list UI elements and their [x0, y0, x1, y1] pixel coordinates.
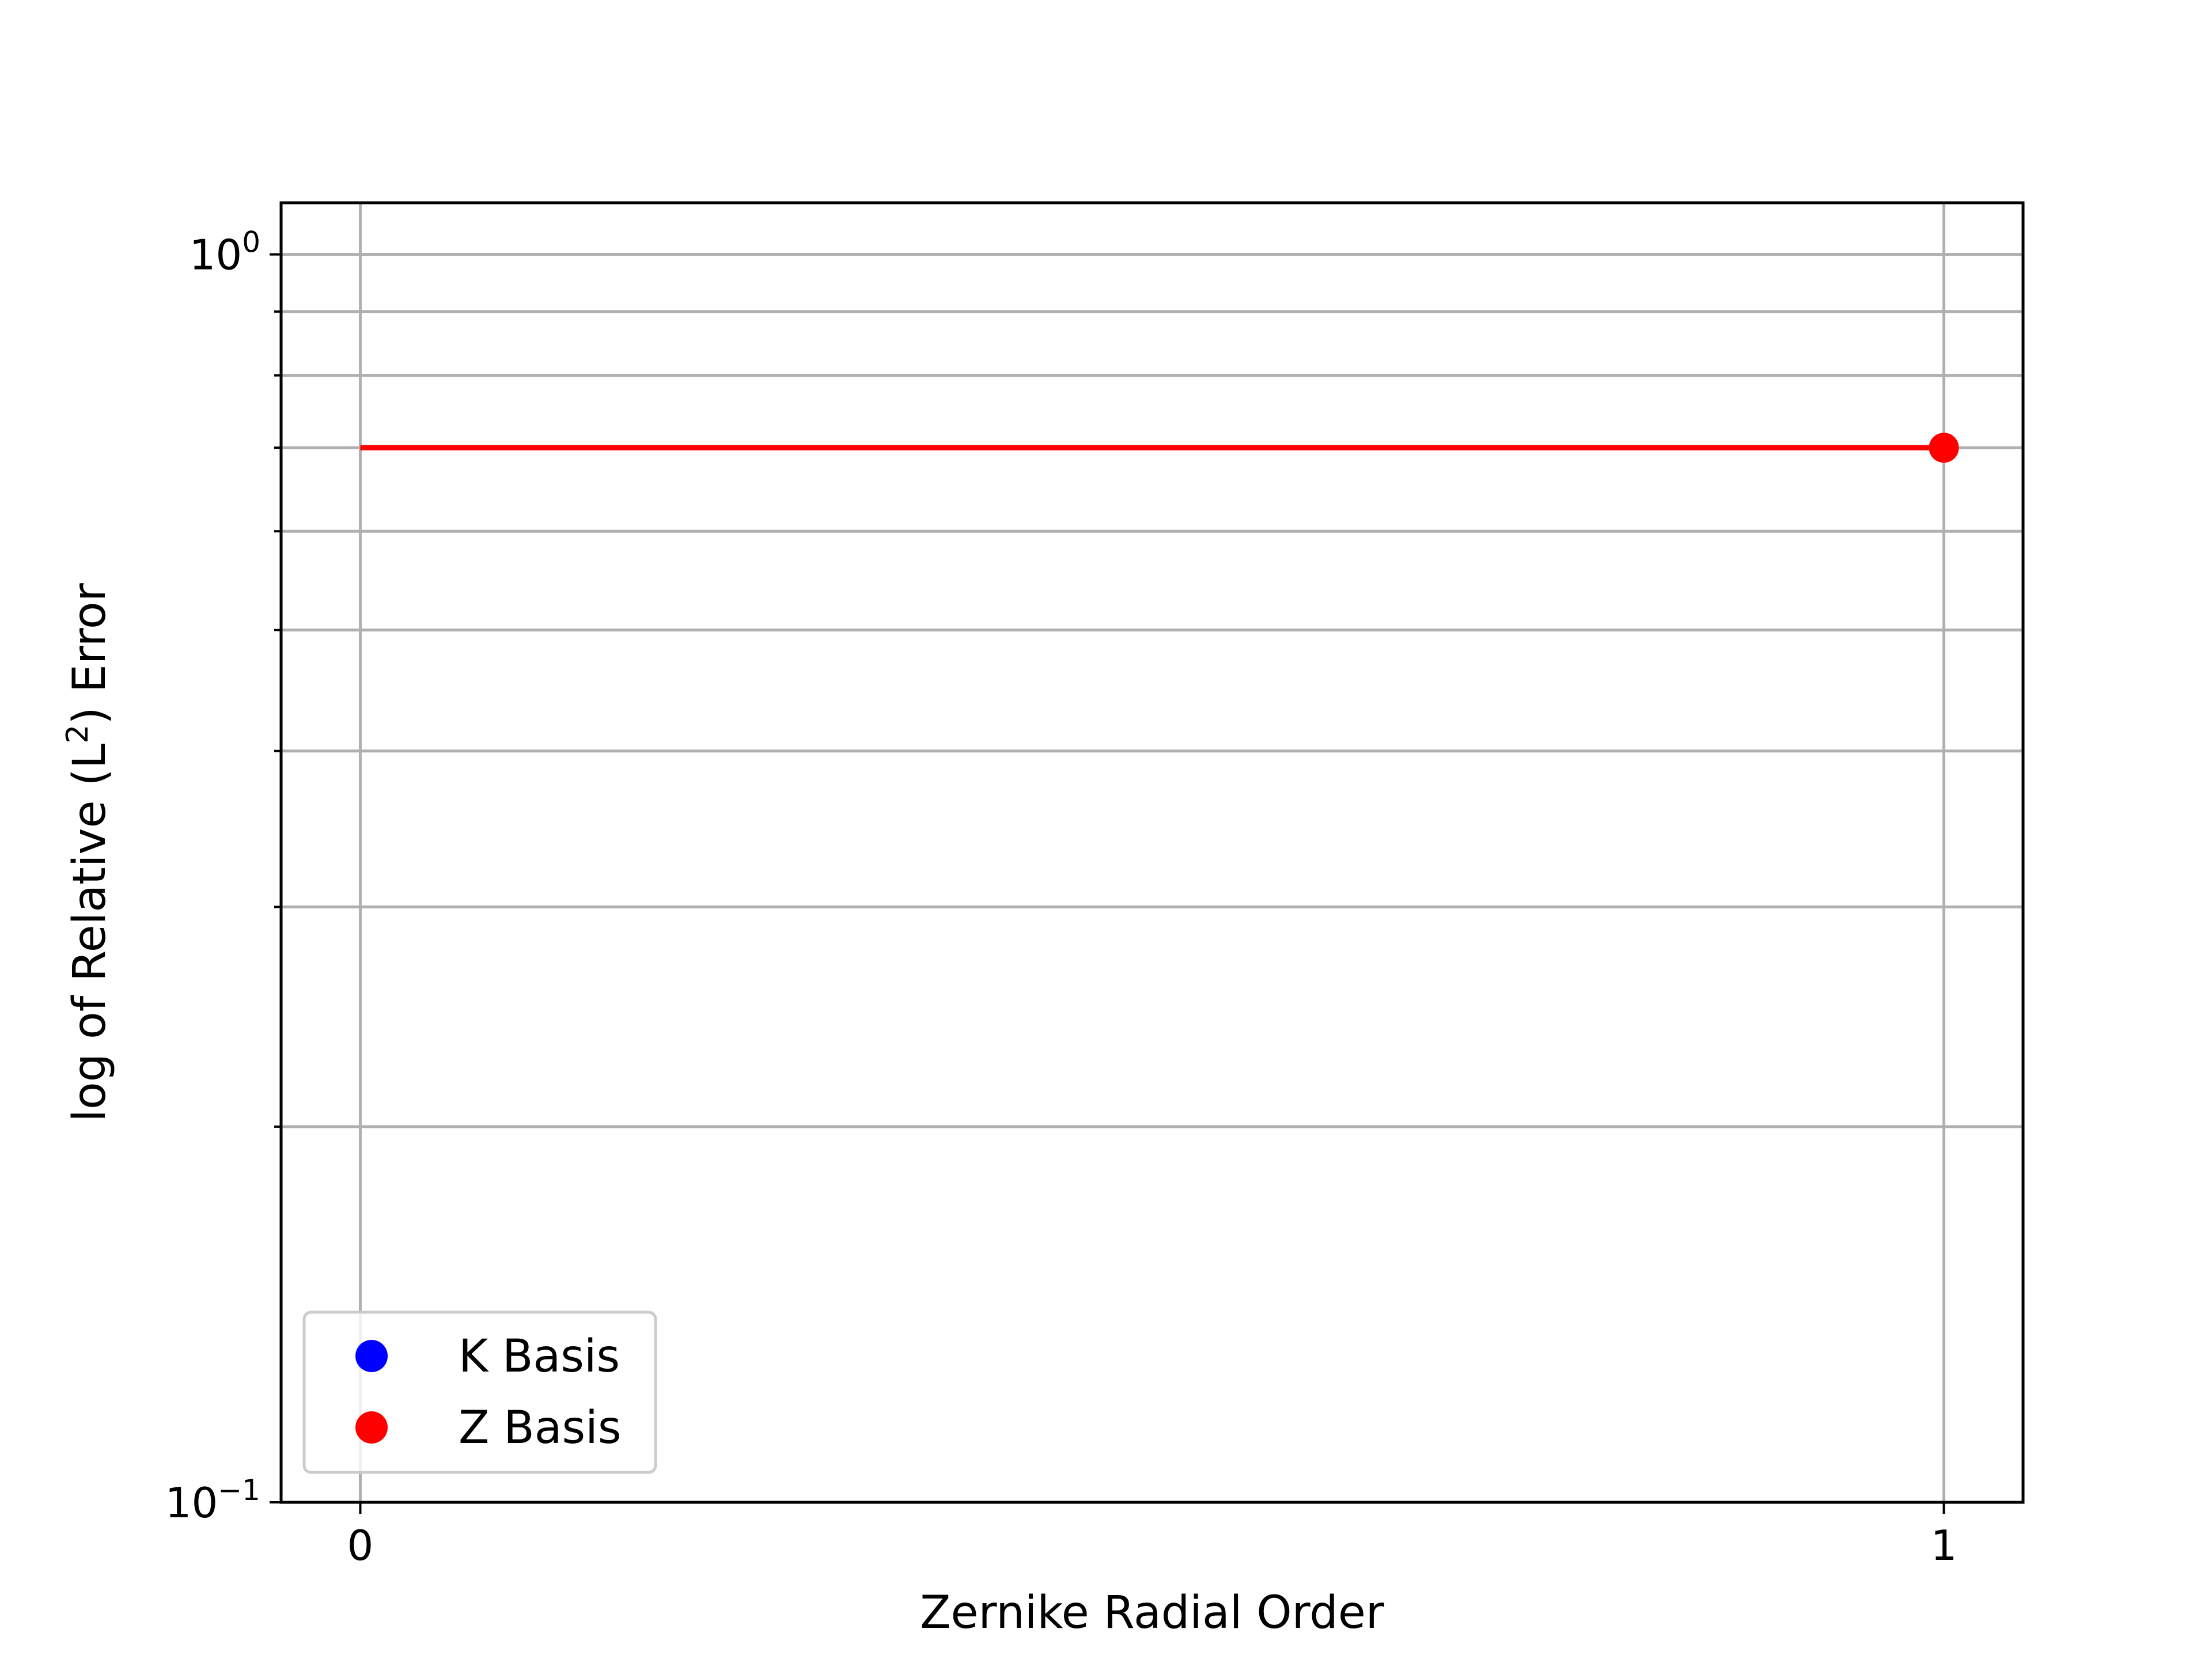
x-tick-label: 1 [1931, 1521, 1957, 1570]
axes-frame [279, 201, 2025, 1504]
x-tick-label: 0 [347, 1521, 374, 1570]
x-axis-label: Zernike Radial Order [920, 1587, 1385, 1639]
y-tick-label: 100 [190, 226, 260, 279]
y-tick-label-exponent: −1 [218, 1474, 260, 1507]
legend-box [302, 1310, 657, 1474]
legend-label: Z Basis [459, 1402, 621, 1454]
plot-area [360, 433, 1959, 463]
series-point [1929, 433, 1959, 463]
y-axis-label: log of Relative (L2) Error [60, 582, 116, 1122]
y-axis-label-text: log of Relative (L [64, 743, 116, 1122]
y-tick-label: 10−1 [165, 1474, 260, 1527]
legend-marker [355, 1340, 388, 1372]
y-tick-label-exponent: 0 [242, 226, 260, 259]
y-tick-label-base: 10 [165, 1479, 218, 1527]
legend-marker [355, 1411, 388, 1444]
y-tick-label-base: 10 [190, 231, 243, 279]
y-axis-label-text-end: ) Error [64, 582, 116, 724]
legend: K Basis Z Basis [302, 1310, 657, 1474]
legend-label: K Basis [459, 1331, 620, 1382]
y-axis-label-superscript: 2 [60, 725, 95, 744]
